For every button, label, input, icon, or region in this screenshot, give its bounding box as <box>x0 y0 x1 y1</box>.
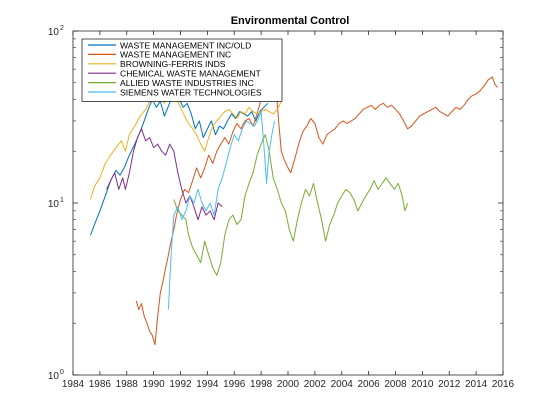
x-tick-label: 1990 <box>143 379 166 390</box>
y-tick-label: 10 <box>48 371 60 382</box>
x-tick-label: 1984 <box>62 379 85 390</box>
series-line-1 <box>90 91 269 236</box>
x-tick-label: 2016 <box>492 379 515 390</box>
x-tick-label: 1998 <box>250 379 273 390</box>
x-tick-label: 1986 <box>89 379 112 390</box>
x-tick-label: 2006 <box>358 379 381 390</box>
x-tick-label: 1996 <box>223 379 246 390</box>
chart-title: Environmental Control <box>231 15 350 27</box>
y-tick-label-exponent: 0 <box>60 369 64 376</box>
x-tick-label: 1988 <box>116 379 139 390</box>
legend-label-4: CHEMICAL WASTE MANAGEMENT <box>120 69 261 79</box>
y-tick-label-exponent: 2 <box>60 25 64 32</box>
y-tick-label-exponent: 1 <box>60 197 64 204</box>
series-layer <box>90 75 498 346</box>
legend-label-2: WASTE MANAGEMENT INC <box>120 50 231 60</box>
x-tick-label: 2008 <box>384 379 407 390</box>
series-line-3 <box>90 91 282 200</box>
legend-label-1: WASTE MANAGEMENT INC/OLD <box>120 40 251 50</box>
axes-layer: 1984 1986 1988 1990 1992 1994 1996 1998 2000 2002… <box>48 25 515 390</box>
x-tick-label: 2012 <box>438 379 461 390</box>
series-line-6 <box>167 111 276 310</box>
x-tick-label: 2000 <box>277 379 300 390</box>
legend-label-5: ALLIED WASTE INDUSTRIES INC <box>120 78 254 88</box>
series-line-4 <box>106 128 223 221</box>
x-tick-label: 2002 <box>304 379 327 390</box>
x-tick-label: 1994 <box>196 379 219 390</box>
y-tick-label: 10 <box>48 199 60 210</box>
series-line-5 <box>173 134 409 276</box>
y-tick-label: 10 <box>48 27 60 38</box>
legend-label-6: SIEMENS WATER TECHNOLOGIES <box>120 87 262 97</box>
x-tick-label: 2004 <box>331 379 354 390</box>
x-tick-label: 2014 <box>465 379 488 390</box>
x-tick-label: 2010 <box>411 379 434 390</box>
x-tick-label: 1992 <box>169 379 192 390</box>
legend-box <box>81 38 283 102</box>
legend-label-3: BROWNING-FERRIS INDS <box>120 59 226 69</box>
series-line-2 <box>135 75 498 346</box>
